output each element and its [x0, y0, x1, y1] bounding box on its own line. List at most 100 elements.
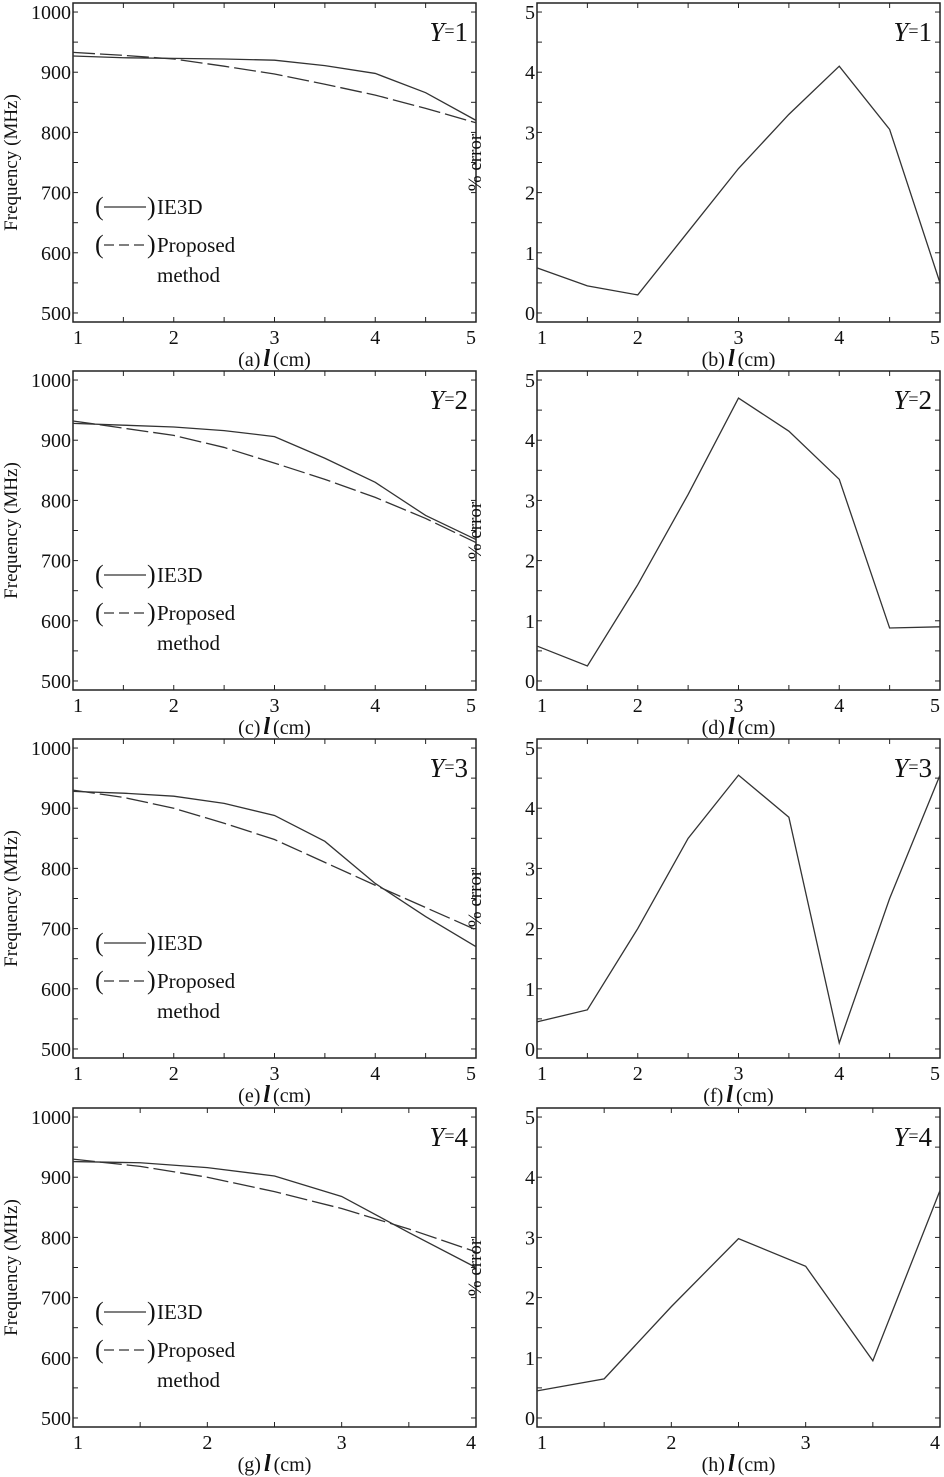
- caption-prefix: (b): [702, 349, 725, 371]
- annotation-label: Y=3: [893, 753, 932, 783]
- annotation-equals: =: [908, 757, 918, 777]
- y-tick-label: 3: [525, 490, 535, 512]
- y-tick-label: 800: [41, 858, 71, 880]
- legend-label: IE3D: [157, 563, 203, 587]
- y-tick-label: 800: [41, 490, 71, 512]
- legend-label: method: [157, 1368, 220, 1392]
- plot-frame: [536, 738, 941, 1059]
- series-line-proposed-method: [72, 789, 477, 931]
- x-tick-label: 1: [73, 695, 83, 717]
- caption-prefix: (d): [702, 717, 725, 739]
- x-tick-label: 1: [537, 1432, 547, 1454]
- series-line-error: [536, 65, 941, 296]
- y-tick-label: 2: [525, 1288, 535, 1310]
- annotation-variable: Y: [893, 753, 911, 783]
- x-tick-label: 5: [466, 1063, 476, 1085]
- x-tick-label: 3: [734, 1063, 744, 1085]
- caption-unit: (cm): [274, 1454, 312, 1476]
- x-axis-caption: (c) l (cm): [238, 714, 311, 740]
- panel-g: 1 2 3 4 500 600 700 800 900 1000 Frequency (MHz) (g…: [1, 1107, 477, 1477]
- x-tick-label: 5: [930, 327, 940, 349]
- annotation-value: 1: [919, 17, 933, 47]
- x-tick-label: 4: [834, 695, 844, 717]
- legend-paren: ): [147, 1297, 156, 1326]
- y-tick-label: 900: [41, 430, 71, 452]
- x-tick-label: 2: [169, 327, 179, 349]
- legend-label: method: [157, 999, 220, 1023]
- caption-variable: l: [263, 346, 270, 372]
- y-tick-label: 1000: [31, 370, 71, 392]
- legend-paren: ): [147, 1335, 156, 1364]
- x-tick-label: 1: [73, 327, 83, 349]
- annotation-value: 4: [919, 1122, 933, 1152]
- panel-e: 1 2 3 4 5 500 600 700 800 900 1000 Frequency (MHz) (…: [1, 738, 477, 1108]
- series-line-error: [536, 397, 941, 667]
- caption-variable: l: [263, 1082, 270, 1108]
- legend-label: Proposed: [157, 233, 236, 257]
- legend-label: Proposed: [157, 1338, 236, 1362]
- annotation-variable: Y: [893, 385, 911, 415]
- x-tick-label: 2: [633, 327, 643, 349]
- x-tick-label: 5: [466, 695, 476, 717]
- y-tick-label: 5: [525, 370, 535, 392]
- y-axis-label: % error: [465, 1238, 486, 1296]
- plot-frame: [72, 370, 477, 691]
- legend-label: method: [157, 631, 220, 655]
- series-line-ie3d: [72, 1160, 477, 1269]
- annotation-value: 3: [919, 753, 933, 783]
- annotation-label: Y=2: [429, 385, 468, 415]
- annotation-variable: Y: [429, 17, 447, 47]
- caption-variable: l: [728, 1451, 735, 1477]
- x-tick-label: 1: [73, 1063, 83, 1085]
- y-tick-label: 600: [41, 243, 71, 265]
- series-line-ie3d: [72, 55, 477, 121]
- y-tick-label: 3: [525, 122, 535, 144]
- plot-frame: [536, 1107, 941, 1428]
- legend-label: method: [157, 263, 220, 287]
- x-axis-caption: (g) l (cm): [238, 1451, 312, 1477]
- x-axis-caption: (f) l (cm): [703, 1082, 773, 1108]
- y-tick-label: 0: [525, 671, 535, 693]
- caption-variable: l: [728, 346, 735, 372]
- annotation-equals: =: [444, 757, 454, 777]
- y-axis-label: % error: [465, 869, 486, 927]
- y-axis-label: Frequency (MHz): [1, 94, 22, 231]
- annotation-equals: =: [908, 1126, 918, 1146]
- annotation-value: 2: [455, 385, 469, 415]
- caption-unit: (cm): [273, 717, 311, 739]
- annotation-label: Y=3: [429, 753, 468, 783]
- x-axis-caption: (b) l (cm): [702, 346, 776, 372]
- y-tick-label: 1: [525, 1348, 535, 1370]
- annotation-variable: Y: [429, 1122, 447, 1152]
- caption-prefix: (g): [238, 1454, 261, 1476]
- legend-label: IE3D: [157, 195, 203, 219]
- annotation-equals: =: [444, 21, 454, 41]
- annotation-equals: =: [908, 389, 918, 409]
- x-tick-label: 2: [169, 1063, 179, 1085]
- annotation-label: Y=1: [893, 17, 932, 47]
- series-line-proposed-method: [72, 420, 477, 544]
- legend-paren: (: [95, 966, 104, 995]
- x-tick-label: 4: [370, 327, 380, 349]
- x-tick-label: 3: [337, 1432, 347, 1454]
- series-line-error: [536, 1190, 941, 1392]
- y-tick-label: 500: [41, 1039, 71, 1061]
- legend-paren: (: [95, 1335, 104, 1364]
- x-tick-label: 4: [370, 1063, 380, 1085]
- y-tick-label: 4: [525, 430, 535, 452]
- x-tick-label: 2: [666, 1432, 676, 1454]
- y-tick-label: 4: [525, 1167, 535, 1189]
- x-tick-label: 3: [270, 327, 280, 349]
- legend-paren: (: [95, 230, 104, 259]
- y-axis-label: Frequency (MHz): [1, 830, 22, 967]
- y-tick-label: 0: [525, 1039, 535, 1061]
- annotation-equals: =: [444, 389, 454, 409]
- y-tick-label: 2: [525, 183, 535, 205]
- y-axis-label: Frequency (MHz): [1, 1199, 22, 1336]
- legend: () IE3D () Proposed method: [95, 560, 236, 655]
- plot-frame: [72, 1107, 477, 1428]
- y-tick-label: 600: [41, 979, 71, 1001]
- x-tick-label: 4: [834, 1063, 844, 1085]
